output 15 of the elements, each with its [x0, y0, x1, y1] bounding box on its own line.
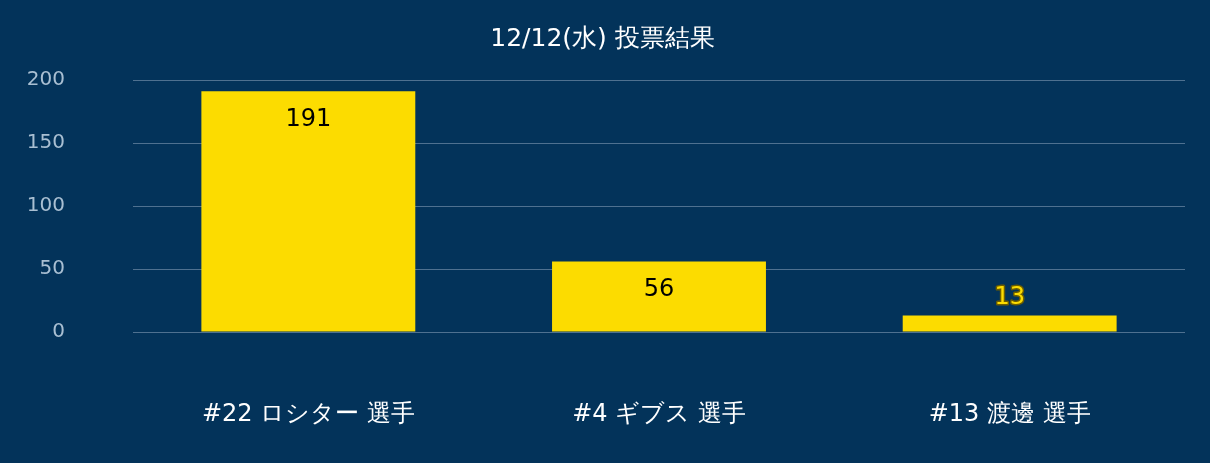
y-tick-label: 200	[26, 66, 65, 91]
data-label: 56	[643, 273, 675, 302]
chart-title: 12/12(水) 投票結果	[490, 22, 715, 52]
x-tick-label: #13 渡邊 選手	[928, 398, 1091, 427]
data-label: 191	[285, 103, 332, 132]
y-tick-label: 100	[26, 192, 65, 217]
y-tick-label: 150	[26, 129, 65, 154]
x-tick-label: #4 ギブス 選手	[572, 398, 746, 427]
data-label: 13	[994, 281, 1025, 310]
y-tick-label: 50	[39, 255, 65, 280]
bar	[902, 315, 1117, 332]
x-tick-label: #22 ロシター 選手	[201, 398, 415, 427]
bar	[552, 261, 766, 332]
y-tick-label: 0	[52, 318, 65, 343]
bar	[201, 91, 416, 332]
